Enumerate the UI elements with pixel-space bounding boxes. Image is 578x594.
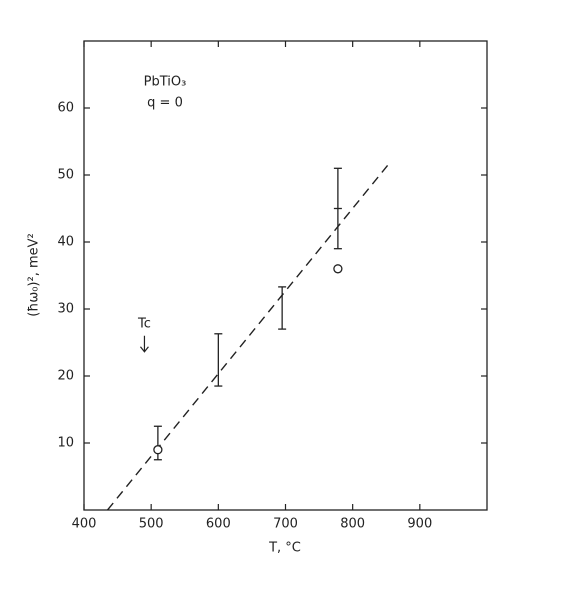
fit-line (106, 162, 391, 511)
error-bar (153, 425, 162, 461)
tc-label: Tc (137, 316, 151, 331)
y-tick-label: 30 (57, 302, 74, 317)
y-tick-label: 60 (57, 101, 74, 116)
data-point (153, 445, 163, 455)
x-axis-label: T, °C (268, 541, 301, 556)
error-bar (278, 286, 287, 330)
x-tick-label: 400 (72, 517, 97, 532)
y-tick-label: 10 (57, 436, 74, 451)
wavevector-label: q = 0 (147, 96, 183, 111)
plot-frame (83, 40, 488, 511)
y-axis-label: (ħω₀)², meV² (27, 233, 42, 317)
data-point (333, 264, 343, 274)
y-tick-label: 20 (57, 369, 74, 384)
x-tick-label: 500 (139, 517, 164, 532)
x-tick-label: 700 (273, 517, 298, 532)
x-tick-label: 900 (407, 517, 432, 532)
compound-label: PbTiO₃ (144, 75, 187, 90)
x-tick-label: 800 (340, 517, 365, 532)
y-tick-label: 50 (57, 168, 74, 183)
x-tick-label: 600 (206, 517, 231, 532)
y-tick-label: 40 (57, 235, 74, 250)
tc-arrow (139, 335, 149, 353)
error-bar (214, 333, 223, 387)
